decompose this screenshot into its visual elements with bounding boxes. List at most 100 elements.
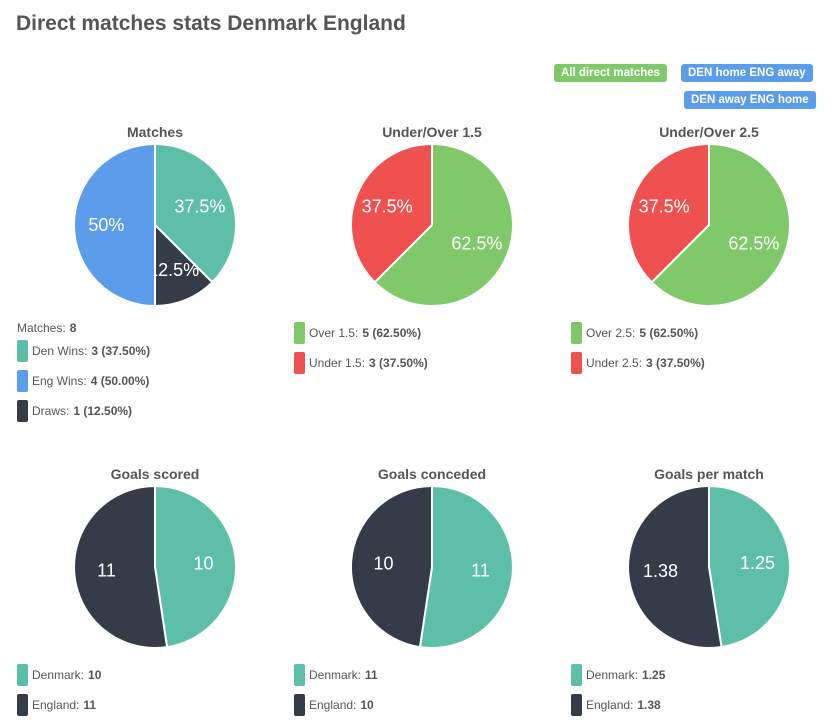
chart-title: Goals conceded [377, 466, 487, 482]
legend-item-england[interactable]: England: 11 [17, 690, 101, 720]
legend-value: 1.25 [642, 668, 666, 682]
legend-swatch [571, 352, 582, 374]
legend-label: Denmark: [32, 668, 85, 682]
slice-label-denmark: 10 [193, 553, 213, 573]
pie-slice-england[interactable] [350, 484, 433, 649]
legend: Denmark: 11 England: 10 [294, 660, 378, 720]
legend-label: Denmark: [586, 668, 639, 682]
legend-value: 11 [83, 698, 97, 712]
page-title: Direct matches stats Denmark England [16, 12, 406, 35]
legend-value: 3 (37.50%) [91, 344, 151, 358]
legend-item-england[interactable]: England: 10 [294, 690, 378, 720]
slice-label-denmark: 11 [471, 561, 490, 581]
pie-chart-goals-scored: 10 11 [73, 484, 237, 649]
legend-item-eng-wins[interactable]: Eng Wins: 4 (50.00%) [17, 366, 150, 396]
legend-label: England: [586, 698, 634, 712]
pie-slice-england[interactable] [627, 484, 723, 649]
legend-header: Matches: 8 [17, 320, 150, 336]
legend-swatch [17, 340, 28, 362]
legend-swatch [571, 322, 582, 344]
slice-label-over-1-5: 62.5% [451, 234, 502, 254]
pie-chart-under-over-2-5: 62.5% 37.5% [627, 142, 791, 307]
legend-swatch [294, 664, 305, 686]
legend-value: 5 (62.50%) [362, 326, 422, 340]
legend-swatch [571, 664, 582, 686]
filter-den-away-eng-home-button[interactable]: DEN away ENG home [684, 91, 816, 109]
pie-slice-under-1-5[interactable] [350, 142, 433, 284]
legend-label: Over 2.5: [586, 326, 636, 340]
legend: Matches: 8 Den Wins: 3 (37.50%) Eng Wins… [17, 320, 150, 426]
legend-swatch [17, 370, 28, 392]
chart-goals-per-match: Goals per match 1.25 1.38 Denmark: 1.25 E… [571, 466, 833, 716]
legend-swatch [17, 694, 28, 716]
pie-slice-denmark[interactable] [418, 484, 514, 649]
legend-label: Under 1.5: [309, 356, 366, 370]
legend-header-label: Matches: [17, 321, 66, 335]
chart-title: Under/Over 2.5 [659, 124, 759, 140]
legend-swatch [571, 694, 582, 716]
filter-all-direct-matches-button[interactable]: All direct matches [554, 64, 668, 82]
filter-den-home-eng-away-button[interactable]: DEN home ENG away [681, 64, 813, 82]
chart-under-over-1-5: Under/Over 1.5 62.5% 37.5% Over 1.5: 5 (6… [294, 124, 570, 374]
legend-label: Denmark: [309, 668, 362, 682]
legend-label: Draws: [32, 404, 70, 418]
pie-chart-matches: 37.5% 12.5% 50% [73, 142, 237, 308]
slice-label-under-1-5: 37.5% [362, 196, 413, 216]
pie-slice-denmark[interactable] [154, 484, 237, 649]
legend-item-under-1-5[interactable]: Under 1.5: 3 (37.50%) [294, 348, 428, 378]
legend-item-denmark[interactable]: Denmark: 11 [294, 660, 378, 690]
legend-item-denmark[interactable]: Denmark: 10 [17, 660, 101, 690]
pie-slice-eng-wins[interactable] [73, 142, 156, 308]
legend-label: England: [309, 698, 357, 712]
legend-swatch [294, 322, 305, 344]
chart-under-over-2-5: Under/Over 2.5 62.5% 37.5% Over 2.5: 5 (6… [571, 124, 833, 374]
legend: Denmark: 1.25 England: 1.38 [571, 660, 665, 720]
chart-title: Goals per match [654, 466, 764, 482]
slice-label-eng-wins: 50% [88, 215, 124, 235]
legend-swatch [17, 400, 28, 422]
legend-item-england[interactable]: England: 1.38 [571, 690, 665, 720]
legend-item-over-1-5[interactable]: Over 1.5: 5 (62.50%) [294, 318, 428, 348]
legend-item-den-wins[interactable]: Den Wins: 3 (37.50%) [17, 336, 150, 366]
slice-label-england: 11 [97, 561, 116, 581]
slice-label-draws: 12.5% [148, 260, 199, 280]
legend-item-under-2-5[interactable]: Under 2.5: 3 (37.50%) [571, 348, 705, 378]
pie-slice-england[interactable] [73, 484, 169, 649]
slice-label-england: 10 [373, 553, 393, 573]
slice-label-over-2-5: 62.5% [728, 234, 779, 254]
legend-value: 3 (37.50%) [369, 356, 428, 370]
pie-slice-den-wins[interactable] [154, 142, 237, 284]
pie-slice-draws[interactable] [154, 222, 214, 308]
legend-value: 11 [365, 668, 378, 682]
legend-item-denmark[interactable]: Denmark: 1.25 [571, 660, 665, 690]
pie-chart-under-over-1-5: 62.5% 37.5% [350, 142, 514, 307]
legend-item-over-2-5[interactable]: Over 2.5: 5 (62.50%) [571, 318, 705, 348]
pie-chart-goals-per-match: 1.25 1.38 [627, 484, 791, 649]
legend-value: 5 (62.50%) [639, 326, 699, 340]
slice-label-under-2-5: 37.5% [639, 196, 690, 216]
legend: Over 1.5: 5 (62.50%) Under 1.5: 3 (37.50… [294, 318, 428, 378]
legend: Denmark: 10 England: 11 [17, 660, 101, 720]
slice-label-england: 1.38 [643, 561, 678, 581]
legend-value: 3 (37.50%) [646, 356, 705, 370]
chart-goals-conceded: Goals conceded 11 10 Denmark: 11 England:… [294, 466, 570, 716]
pie-slice-denmark[interactable] [708, 484, 791, 649]
legend-swatch [17, 664, 28, 686]
slice-label-den-wins: 37.5% [174, 196, 225, 216]
legend-label: Over 1.5: [309, 326, 359, 340]
legend-label: England: [32, 698, 80, 712]
legend-value: 10 [88, 668, 102, 682]
pie-slice-over-1-5[interactable] [373, 142, 514, 307]
chart-goals-scored: Goals scored 10 11 Denmark: 10 England: 1… [17, 466, 293, 716]
legend-item-draws[interactable]: Draws: 1 (12.50%) [17, 396, 150, 426]
legend-value: 4 (50.00%) [90, 374, 150, 388]
legend-value: 1 (12.50%) [73, 404, 133, 418]
legend-swatch [294, 694, 305, 716]
pie-slice-over-2-5[interactable] [650, 142, 791, 307]
chart-title: Under/Over 1.5 [382, 124, 482, 140]
legend-label: Under 2.5: [586, 356, 643, 370]
chart-matches: Matches 37.5% 12.5% 50% Matches: 8 Den Win… [17, 124, 293, 422]
pie-slice-under-2-5[interactable] [627, 142, 710, 284]
legend-value: 10 [360, 698, 374, 712]
legend-label: Den Wins: [32, 344, 88, 358]
